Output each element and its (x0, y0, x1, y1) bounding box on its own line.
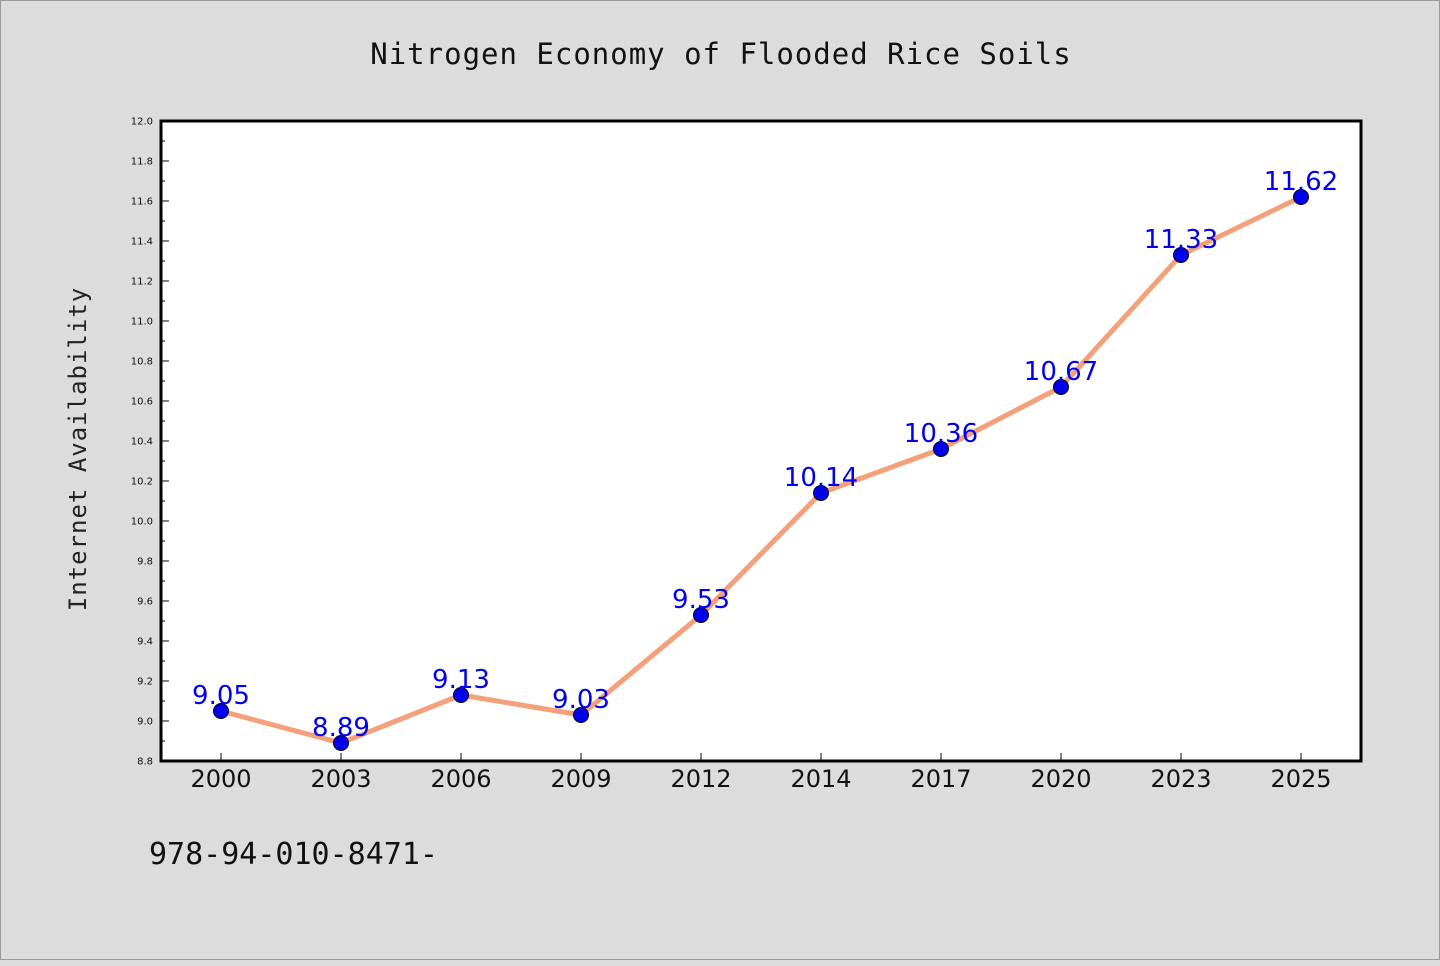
y-tick-label: 11.8 (131, 157, 153, 168)
x-tick-label: 2020 (1030, 765, 1091, 793)
y-tick-label: 11.6 (131, 197, 153, 208)
y-tick-label: 10.4 (131, 437, 153, 448)
y-tick-label: 11.4 (131, 237, 153, 248)
y-tick-label: 12.0 (131, 117, 153, 128)
y-tick-label: 10.8 (131, 357, 153, 368)
y-axis-label: Internet Availability (64, 287, 92, 611)
data-label: 9.13 (432, 665, 490, 695)
y-tick-label: 10.0 (131, 517, 153, 528)
y-tick-label: 9.0 (137, 717, 153, 728)
x-axis: 2000 2003 2006 2009 2012 2014 2017 2020 2023 2025 (190, 753, 1332, 793)
data-point (213, 703, 229, 719)
data-point (1053, 379, 1069, 395)
x-tick-label: 2012 (670, 765, 731, 793)
y-tick-label: 9.6 (137, 597, 153, 608)
data-point (1173, 247, 1189, 263)
y-tick-label: 9.2 (137, 677, 153, 688)
y-tick-label: 9.4 (137, 637, 153, 648)
y-tick-label: 9.8 (137, 557, 153, 568)
data-label: 10.67 (1024, 357, 1098, 387)
y-tick-label: 10.6 (131, 397, 153, 408)
data-label: 10.36 (904, 419, 978, 449)
data-label: 9.53 (672, 585, 730, 615)
data-point (813, 485, 829, 501)
y-tick-label: 10.2 (131, 477, 153, 488)
data-label: 10.14 (784, 463, 858, 493)
x-tick-label: 2009 (550, 765, 611, 793)
data-label: 11.62 (1264, 167, 1338, 197)
data-point (933, 441, 949, 457)
series-line (220, 194, 1303, 746)
data-point (573, 707, 589, 723)
series-layer (213, 189, 1309, 751)
x-tick-label: 2025 (1270, 765, 1331, 793)
y-axis: 8.8 9.0 9.2 9.4 9.6 9.8 10.0 10.2 10.4 10.6 10.8 11… (131, 117, 169, 768)
x-tick-label: 2000 (190, 765, 251, 793)
y-tick-label: 11.0 (131, 317, 153, 328)
data-point (453, 687, 469, 703)
data-label: 9.05 (192, 681, 250, 711)
caption-text: 978-94-010-8471- (149, 837, 438, 872)
chart-title: Nitrogen Economy of Flooded Rice Soils (370, 37, 1071, 71)
x-tick-label: 2003 (310, 765, 371, 793)
x-tick-label: 2014 (790, 765, 851, 793)
x-tick-label: 2023 (1150, 765, 1211, 793)
data-point (333, 735, 349, 751)
x-tick-label: 2006 (430, 765, 491, 793)
data-point (1293, 189, 1309, 205)
data-label: 9.03 (552, 685, 610, 715)
data-point (693, 607, 709, 623)
data-label: 11.33 (1144, 225, 1218, 255)
y-tick-label: 11.2 (131, 277, 153, 288)
plot-area (159, 119, 1363, 763)
y-tick-label: 8.8 (137, 757, 153, 768)
data-label: 8.89 (312, 713, 370, 743)
x-tick-label: 2017 (910, 765, 971, 793)
data-labels: 9.05 8.89 9.13 9.03 9.53 10.14 10.36 10.67 11.33… (192, 167, 1338, 743)
